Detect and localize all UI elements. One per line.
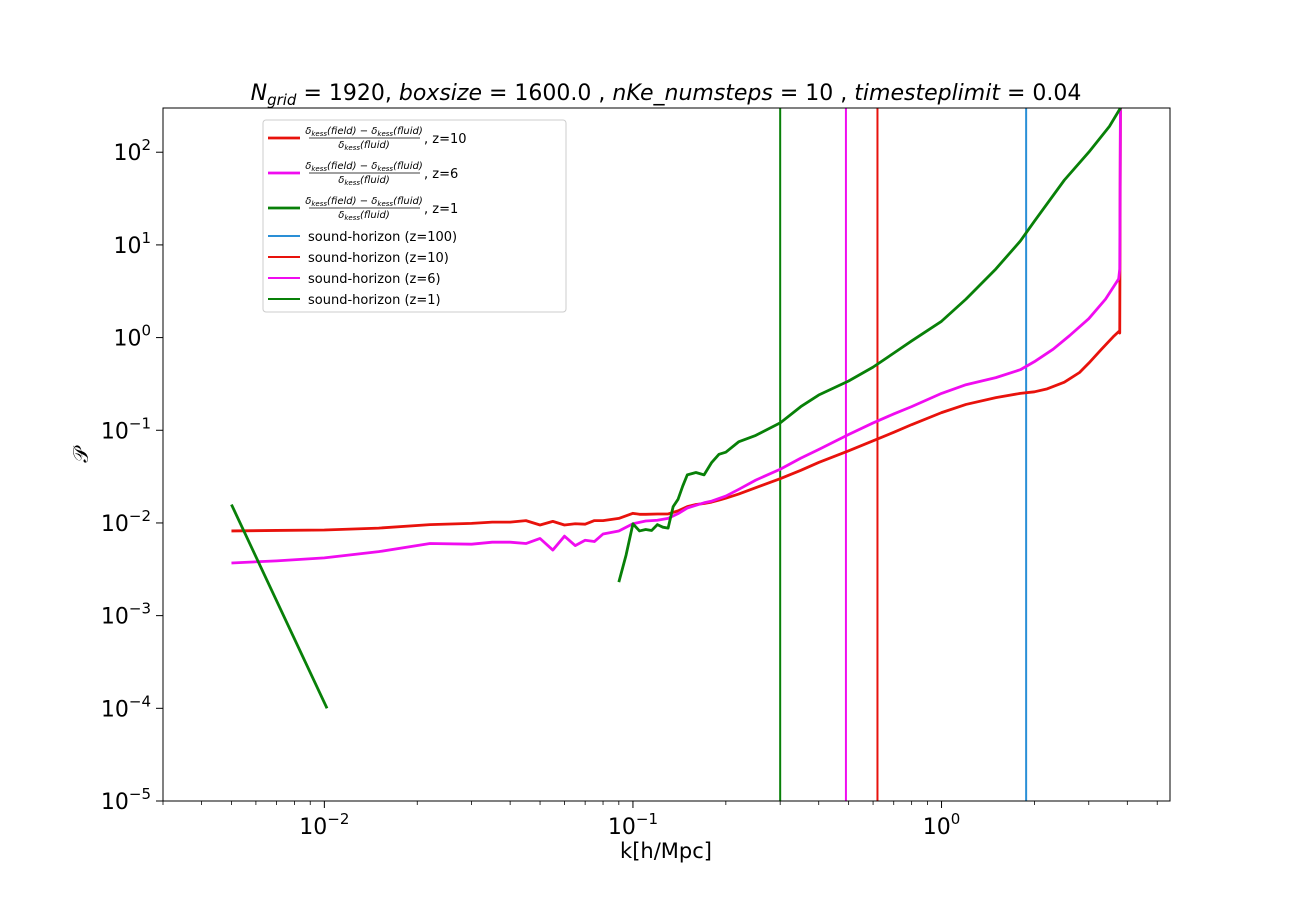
x-tick-label: 100 — [923, 810, 961, 840]
legend: δkess(field) − δkess(fluid) δkess(fluid),… — [262, 119, 567, 313]
legend-entry: δkess(field) − δkess(fluid) δkess(fluid),… — [268, 126, 467, 152]
y-tick-label: 10−4 — [101, 692, 151, 722]
legend-label: , z=6 — [424, 167, 458, 182]
legend-entry: δkess(field) − δkess(fluid) δkess(fluid),… — [268, 161, 458, 187]
y-axis-label: 𝒫 — [69, 445, 93, 463]
x-axis: 10−2 10−1 100 — [162, 801, 1158, 840]
legend-entry: sound-horizon (z=6) — [268, 272, 441, 287]
series-line-3-2 — [617, 108, 1122, 583]
title-part: nKe_numsteps — [612, 81, 773, 106]
y-tick-label: 10−3 — [101, 600, 151, 630]
y-tick-label: 10−2 — [101, 507, 151, 537]
data-series — [230, 108, 1122, 709]
legend-fraction-numerator: δkess(field) − δkess(fluid) — [305, 126, 423, 138]
series-line-3-1 — [230, 503, 329, 709]
y-tick-label: 10−1 — [101, 414, 151, 444]
y-axis: 10−5 10−4 10−3 10−2 10−1 100 101 102 — [101, 136, 163, 815]
legend-label: sound-horizon (z=1) — [308, 293, 441, 308]
title-part: = 1600.0 , — [482, 81, 612, 106]
legend-label: sound-horizon (z=6) — [308, 272, 441, 287]
y-tick-label: 10−5 — [101, 785, 151, 815]
legend-entry: sound-horizon (z=1) — [268, 293, 441, 308]
title-part: = 10 , — [773, 81, 854, 106]
plot-area — [230, 108, 1122, 801]
y-tick-label: 101 — [113, 229, 151, 259]
legend-label: sound-horizon (z=10) — [308, 251, 449, 266]
chart-title: Ngrid = 1920, boxsize = 1600.0 , nKe_num… — [251, 81, 1082, 109]
legend-label: sound-horizon (z=100) — [308, 230, 457, 245]
legend-fraction-denominator: δkess(fluid) — [338, 175, 390, 187]
title-part: boxsize — [399, 81, 482, 106]
legend-label: , z=1 — [424, 202, 458, 217]
series-line-2-1 — [231, 108, 1122, 565]
title-part: timesteplimit — [854, 81, 1001, 106]
title-part: = 1920, — [296, 81, 398, 106]
y-tick-label: 102 — [113, 136, 151, 166]
legend-fraction-numerator: δkess(field) − δkess(fluid) — [305, 196, 423, 208]
legend-fraction-denominator: δkess(fluid) — [338, 140, 390, 152]
sound-horizon-lines — [779, 108, 1028, 801]
legend-label: , z=10 — [424, 132, 467, 147]
x-tick-label: 10−1 — [608, 810, 658, 840]
legend-fraction-numerator: δkess(field) − δkess(fluid) — [305, 161, 423, 173]
title-part: grid — [267, 91, 297, 109]
x-axis-label: k[h/Mpc] — [620, 839, 712, 863]
legend-entry: sound-horizon (z=10) — [268, 251, 449, 266]
plot-frame — [162, 107, 1171, 802]
title-part: = 0.04 — [1000, 81, 1081, 106]
legend-entry: sound-horizon (z=100) — [268, 230, 457, 245]
x-tick-label: 10−2 — [299, 810, 349, 840]
legend-fraction-denominator: δkess(fluid) — [338, 210, 390, 222]
legend-items: δkess(field) − δkess(fluid) δkess(fluid),… — [268, 126, 467, 308]
legend-frame — [262, 119, 567, 313]
legend-entry: δkess(field) − δkess(fluid) δkess(fluid),… — [268, 196, 458, 222]
title-part: N — [251, 81, 267, 106]
y-tick-label: 100 — [113, 322, 151, 352]
